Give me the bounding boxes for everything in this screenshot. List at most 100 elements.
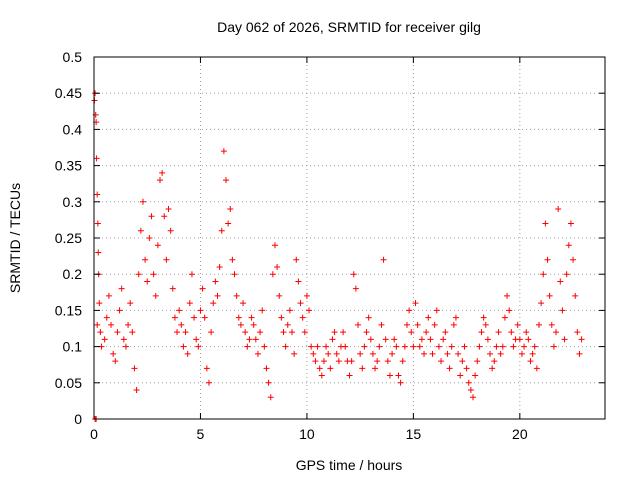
data-point (567, 220, 574, 227)
chart-title: Day 062 of 2026, SRMTID for receiver gil… (217, 19, 481, 35)
data-point (154, 242, 161, 249)
data-point (180, 343, 187, 350)
data-point (297, 300, 304, 307)
data-point (161, 213, 168, 220)
data-point (469, 394, 476, 401)
data-point (374, 358, 381, 365)
data-point (301, 329, 308, 336)
data-point (250, 321, 257, 328)
data-point (489, 365, 496, 372)
data-point (516, 336, 523, 343)
data-point (480, 314, 487, 321)
data-point (357, 350, 364, 357)
data-point (314, 343, 321, 350)
data-point (448, 343, 455, 350)
data-point (408, 329, 415, 336)
data-point (342, 343, 349, 350)
data-point (120, 336, 127, 343)
data-point (476, 343, 483, 350)
data-point (167, 227, 174, 234)
data-point (316, 365, 323, 372)
data-point (127, 300, 134, 307)
data-point (157, 177, 164, 184)
data-point (418, 336, 425, 343)
data-point (540, 271, 547, 278)
data-point (474, 358, 481, 365)
data-point (257, 329, 264, 336)
data-point (320, 358, 327, 365)
data-point (518, 350, 525, 357)
data-points (91, 90, 585, 422)
data-point (131, 365, 138, 372)
data-point (174, 329, 181, 336)
data-point (308, 343, 315, 350)
data-point (440, 336, 447, 343)
data-point (118, 285, 125, 292)
data-point (493, 343, 500, 350)
data-point (259, 307, 266, 314)
data-point (93, 155, 100, 162)
data-point (108, 321, 115, 328)
data-point (559, 307, 566, 314)
data-point (380, 256, 387, 263)
data-point (122, 343, 129, 350)
data-point (280, 329, 287, 336)
data-point (233, 292, 240, 299)
data-point (401, 343, 408, 350)
data-point (497, 350, 504, 357)
data-point (361, 343, 368, 350)
data-point (210, 300, 217, 307)
data-point (457, 372, 464, 379)
data-point (184, 350, 191, 357)
data-point (442, 329, 449, 336)
data-point (348, 358, 355, 365)
grid-lines (94, 57, 605, 419)
data-point (363, 329, 370, 336)
data-point (570, 256, 577, 263)
data-point (399, 358, 406, 365)
data-point (384, 358, 391, 365)
data-point (152, 292, 159, 299)
data-point (148, 213, 155, 220)
data-point (576, 350, 583, 357)
data-point (295, 278, 302, 285)
data-point (303, 292, 310, 299)
y-tick-label: 0.1 (63, 339, 83, 355)
data-point (450, 321, 457, 328)
y-tick-label: 0.45 (55, 85, 82, 101)
data-point (572, 292, 579, 299)
data-point (376, 343, 383, 350)
data-point (340, 329, 347, 336)
data-point (329, 336, 336, 343)
data-point (306, 307, 313, 314)
data-point (291, 350, 298, 357)
data-point (527, 358, 534, 365)
data-point (548, 321, 555, 328)
data-point (435, 343, 442, 350)
data-point (225, 220, 232, 227)
data-point (261, 343, 268, 350)
data-point (248, 314, 255, 321)
data-point (286, 307, 293, 314)
data-point (112, 358, 119, 365)
data-point (139, 198, 146, 205)
data-point (176, 307, 183, 314)
data-point (382, 336, 389, 343)
data-point (178, 321, 185, 328)
data-point (163, 256, 170, 263)
data-point (412, 300, 419, 307)
y-tick-label: 0.3 (63, 194, 83, 210)
data-point (144, 278, 151, 285)
data-point (223, 177, 230, 184)
data-point (289, 329, 296, 336)
data-point (538, 300, 545, 307)
data-point (431, 321, 438, 328)
data-point (237, 321, 244, 328)
data-point (116, 307, 123, 314)
data-point (427, 336, 434, 343)
data-point (561, 336, 568, 343)
data-point (531, 343, 538, 350)
data-point (137, 227, 144, 234)
